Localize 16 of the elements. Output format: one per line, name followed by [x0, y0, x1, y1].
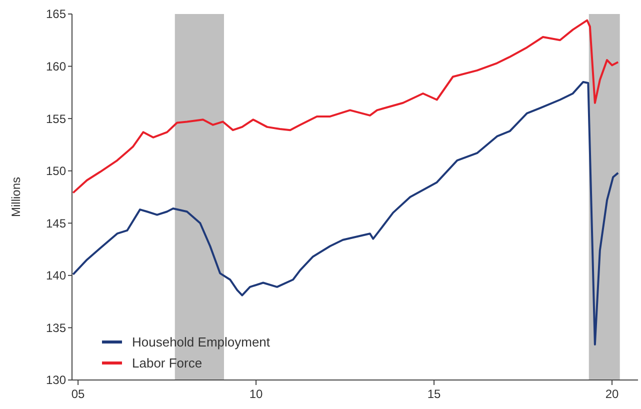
x-tick-label: 10 — [249, 387, 264, 401]
y-tick-label: 155 — [46, 112, 66, 126]
y-tick-label: 130 — [46, 373, 66, 388]
y-tick-label: 160 — [46, 59, 66, 74]
y-tick-label: 165 — [46, 7, 66, 22]
y-tick-label: 150 — [46, 164, 66, 178]
x-tick-label: 15 — [427, 387, 442, 401]
x-tick-label: 20 — [605, 387, 620, 401]
y-axis-title: Millions — [9, 176, 23, 218]
y-tick-label: 135 — [46, 320, 66, 335]
y-tick-label: 145 — [46, 216, 66, 230]
legend-label: Labor Force — [132, 356, 202, 371]
x-tick-label: 05 — [71, 387, 86, 401]
y-tick-label: 140 — [46, 268, 66, 283]
legend-label: Household Employment — [132, 334, 270, 350]
line-series — [72, 19, 620, 194]
